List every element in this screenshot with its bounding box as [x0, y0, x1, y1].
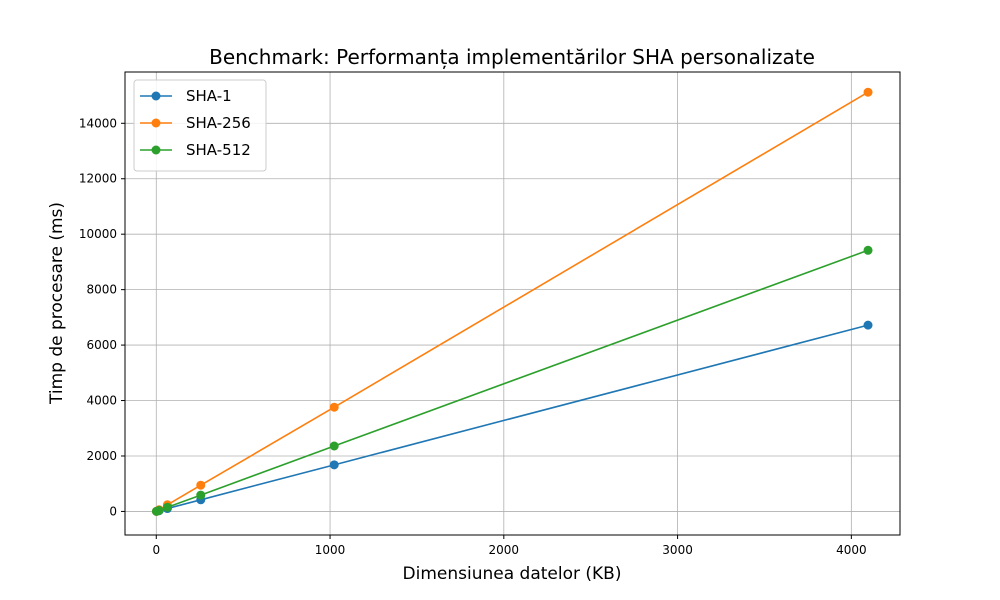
x-tick-label: 1000 — [315, 543, 346, 557]
y-tick-label: 14000 — [79, 116, 117, 130]
legend-label: SHA-256 — [186, 114, 251, 132]
y-tick-label: 10000 — [79, 227, 117, 241]
data-point — [863, 87, 873, 97]
data-point — [329, 460, 339, 470]
data-point — [863, 245, 873, 255]
y-tick-label: 4000 — [86, 394, 117, 408]
data-point — [196, 480, 206, 490]
y-tick-label: 12000 — [79, 172, 117, 186]
legend-label: SHA-1 — [186, 87, 232, 105]
y-tick-label: 0 — [109, 504, 117, 518]
y-tick-label: 8000 — [86, 283, 117, 297]
data-point — [196, 490, 206, 500]
x-tick-label: 0 — [152, 543, 160, 557]
plot-frame — [124, 71, 901, 536]
y-tick-label: 6000 — [86, 338, 117, 352]
y-tick-label: 2000 — [86, 449, 117, 463]
x-tick-label: 4000 — [836, 543, 867, 557]
legend: SHA-1 SHA-256 SHA-512 — [133, 79, 267, 172]
series-sha-512 — [151, 245, 873, 516]
y-axis-label: Timp de procesare (ms) — [47, 202, 67, 405]
legend-label: SHA-512 — [186, 141, 251, 159]
legend-entry: SHA-1 — [140, 87, 232, 105]
legend-marker — [151, 91, 161, 101]
legend-box — [133, 79, 267, 172]
series-layer — [151, 87, 873, 516]
data-point — [329, 402, 339, 412]
ticks: 0 1000 2000 3000 4000 0 2000 4000 6000 8000 10000 1… — [79, 116, 867, 557]
x-tick-label: 3000 — [662, 543, 693, 557]
data-point — [162, 502, 172, 512]
chart-title: Benchmark: Performanța implementărilor S… — [209, 45, 815, 69]
legend-entry: SHA-256 — [140, 114, 251, 132]
legend-marker — [151, 118, 161, 128]
legend-entry: SHA-512 — [140, 141, 251, 159]
grid — [125, 72, 900, 535]
x-axis-label: Dimensiunea datelor (KB) — [403, 564, 622, 584]
data-point — [863, 320, 873, 330]
legend-marker — [151, 145, 161, 155]
data-point — [329, 441, 339, 451]
x-tick-label: 2000 — [489, 543, 520, 557]
data-point — [154, 505, 164, 515]
